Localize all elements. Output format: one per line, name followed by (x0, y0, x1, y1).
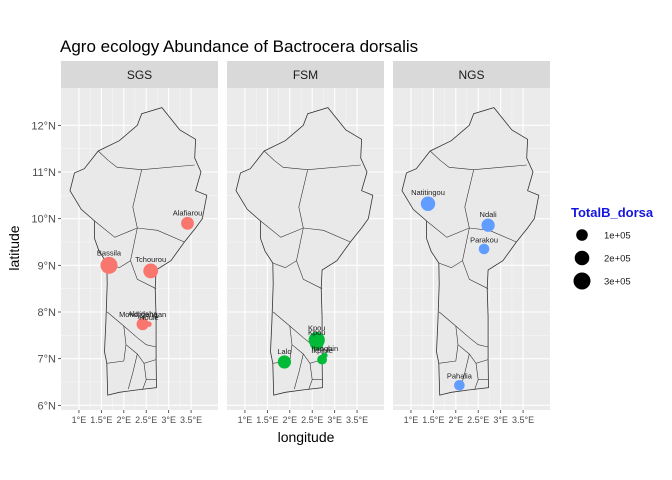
y-tick-label: 7°N (38, 354, 57, 366)
facet-strip (393, 61, 550, 88)
facet-strip (61, 61, 218, 88)
data-point (100, 256, 118, 274)
department-border (106, 325, 127, 364)
legend-label: 2e+05 (604, 254, 631, 265)
x-tick-label: 3°E (327, 415, 342, 425)
x-tick-label: 2°E (116, 415, 131, 425)
data-point (136, 318, 149, 331)
country-outline (401, 107, 540, 396)
x-tick-label: 2.5°E (301, 415, 323, 425)
data-point (478, 243, 490, 255)
department-border (263, 150, 361, 171)
data-point (277, 355, 292, 369)
point-label: Houle (139, 313, 159, 322)
legend-label: 3e+05 (604, 277, 631, 288)
x-tick-label: 2°E (448, 415, 463, 425)
point-label: Alafiarou (173, 208, 203, 217)
data-point (143, 263, 159, 279)
y-tick-label: 6°N (38, 400, 57, 412)
legend-label: 1e+05 (604, 231, 631, 242)
chart-title: Agro ecology Abundance of Bactrocera dor… (60, 37, 418, 56)
y-tick-label: 9°N (38, 260, 57, 272)
x-tick-label: 1.5°E (256, 415, 278, 425)
x-tick-label: 2.5°E (135, 415, 157, 425)
x-tick-label: 3°E (161, 415, 176, 425)
y-tick-label: 10°N (31, 214, 56, 226)
point-label: Lalo (277, 347, 291, 356)
department-border (438, 227, 470, 269)
legend-key (573, 272, 591, 290)
data-point (181, 216, 194, 230)
point-label: Mondjigangan (119, 310, 166, 319)
department-border (294, 353, 304, 390)
legend-key (574, 250, 590, 266)
country-outline (235, 107, 374, 396)
department-border (296, 260, 323, 289)
department-border (128, 353, 138, 390)
y-axis-label: latitude (6, 225, 22, 270)
department-border (137, 227, 185, 243)
department-border (429, 150, 527, 171)
facet-strip-label: FSM (293, 68, 318, 82)
y-tick-label: 11°N (32, 167, 56, 179)
x-tick-label: 1°E (238, 415, 253, 425)
department-border (125, 344, 157, 364)
x-tick-label: 3.5°E (346, 415, 368, 425)
point-label: Parakou (470, 235, 498, 244)
x-tick-label: 1.5°E (90, 415, 112, 425)
point-label: Kpou (308, 323, 326, 332)
facet-panel-ngs: NGS Natitingou Ndali Parakou Pahalia 1°E 1.5°E… (393, 61, 550, 425)
point-label: Pahalia (447, 372, 473, 381)
y-tick-label: 12°N (31, 120, 56, 132)
point-label: Natitingou (411, 188, 445, 197)
point-label: Akodeha (128, 310, 158, 319)
legend-title: TotalB_dorsa (571, 205, 654, 220)
department-border (303, 227, 351, 243)
y-tick-label: 8°N (38, 307, 57, 319)
x-tick-label: 2°E (282, 415, 297, 425)
department-border (107, 311, 157, 348)
department-border (462, 260, 489, 289)
point-label: Ndali (480, 210, 497, 219)
facet-panels: SGS Alafiarou Bassila Tchourou MondjiganganA… (31, 61, 550, 425)
data-point (309, 336, 324, 351)
x-axis-label: longitude (278, 429, 335, 445)
department-border (457, 344, 489, 364)
data-point (146, 321, 152, 327)
legend: TotalB_dorsa 1e+05 2e+05 3e+05 (571, 205, 654, 290)
department-border (439, 311, 489, 348)
data-point (481, 218, 495, 232)
x-tick-label: 3.5°E (180, 415, 202, 425)
x-tick-label: 2.5°E (467, 415, 489, 425)
department-border (272, 227, 304, 269)
facet-strip-label: NGS (458, 68, 484, 82)
facet-panel-sgs: SGS Alafiarou Bassila Tchourou MondjiganganA… (61, 61, 218, 425)
x-tick-label: 1°E (72, 415, 87, 425)
data-point (321, 352, 328, 359)
point-label: Ikpinlé (311, 346, 333, 355)
point-label: Tchourou (135, 255, 166, 264)
point-label: Kpou (308, 328, 326, 337)
country-outline (69, 107, 208, 396)
x-tick-label: 3°E (493, 415, 508, 425)
department-border (438, 325, 459, 364)
point-label: Itaogbin (311, 344, 338, 353)
department-border (130, 260, 157, 289)
point-label: Bassila (97, 248, 122, 257)
department-border (97, 150, 195, 171)
data-point (454, 379, 465, 391)
facet-strip (227, 61, 384, 88)
x-tick-label: 1°E (404, 415, 419, 425)
facet-strip-label: SGS (127, 68, 152, 82)
x-tick-label: 3.5°E (512, 415, 534, 425)
legend-key (576, 229, 588, 241)
department-border (291, 344, 323, 364)
x-tick-label: 1.5°E (422, 415, 444, 425)
data-point (420, 196, 436, 211)
